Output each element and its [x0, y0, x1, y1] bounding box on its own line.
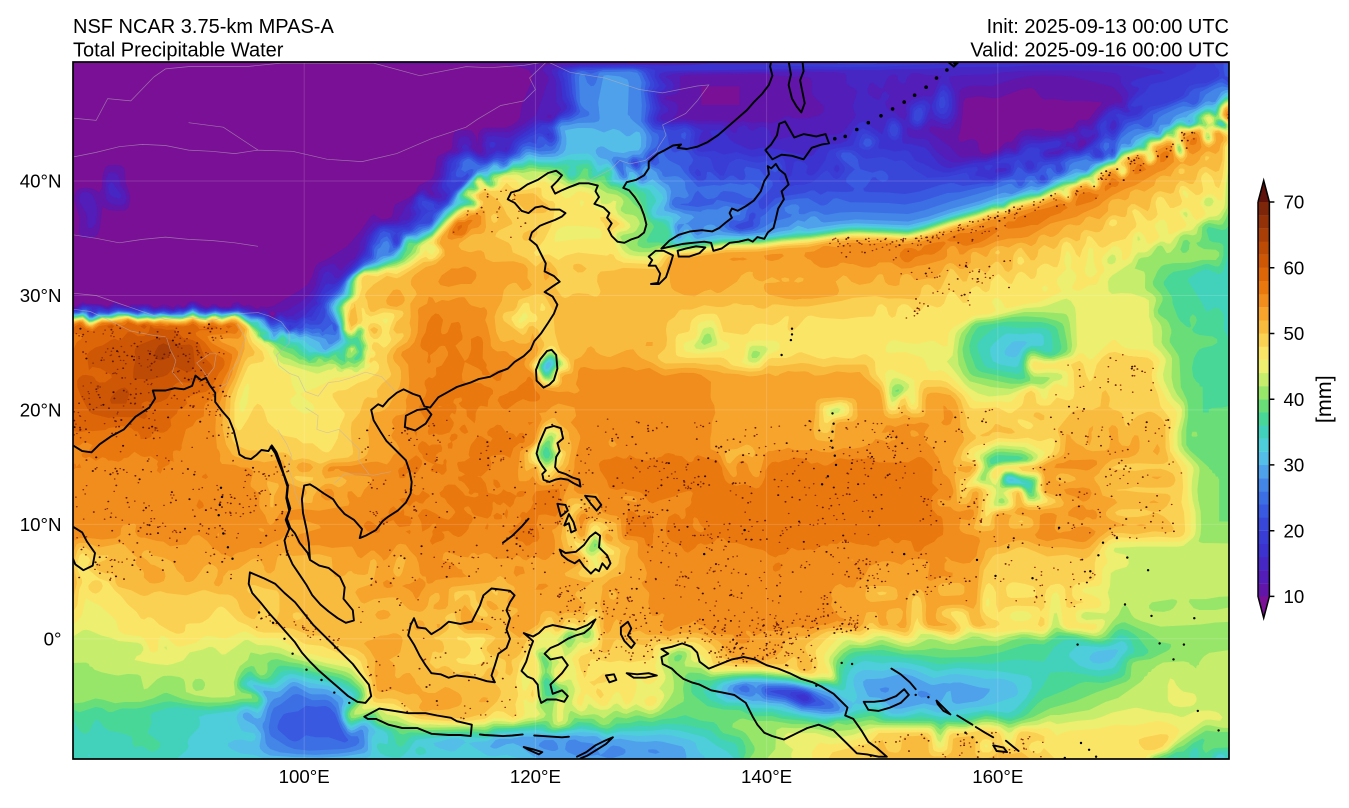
svg-text:120°E: 120°E: [510, 766, 561, 787]
svg-text:10: 10: [1284, 586, 1305, 607]
svg-text:NSF NCAR 3.75-km MPAS-A: NSF NCAR 3.75-km MPAS-A: [73, 16, 334, 38]
svg-text:20: 20: [1284, 520, 1305, 541]
svg-text:[mm]: [mm]: [1312, 375, 1336, 423]
svg-text:30: 30: [1284, 455, 1305, 476]
svg-text:140°E: 140°E: [741, 766, 792, 787]
svg-text:50: 50: [1284, 323, 1305, 344]
svg-text:20°N: 20°N: [20, 400, 62, 421]
svg-text:10°N: 10°N: [20, 514, 62, 535]
svg-text:Valid: 2025-09-16 00:00 UTC: Valid: 2025-09-16 00:00 UTC: [970, 39, 1229, 61]
svg-text:70: 70: [1284, 192, 1305, 213]
svg-text:100°E: 100°E: [279, 766, 330, 787]
svg-text:40°N: 40°N: [20, 171, 62, 192]
svg-text:40: 40: [1284, 389, 1305, 410]
svg-text:Total Precipitable Water: Total Precipitable Water: [73, 39, 284, 61]
svg-text:Init: 2025-09-13 00:00 UTC: Init: 2025-09-13 00:00 UTC: [987, 16, 1229, 38]
svg-text:30°N: 30°N: [20, 285, 62, 306]
svg-text:0°: 0°: [44, 629, 62, 650]
svg-text:60: 60: [1284, 257, 1305, 278]
svg-text:160°E: 160°E: [972, 766, 1023, 787]
